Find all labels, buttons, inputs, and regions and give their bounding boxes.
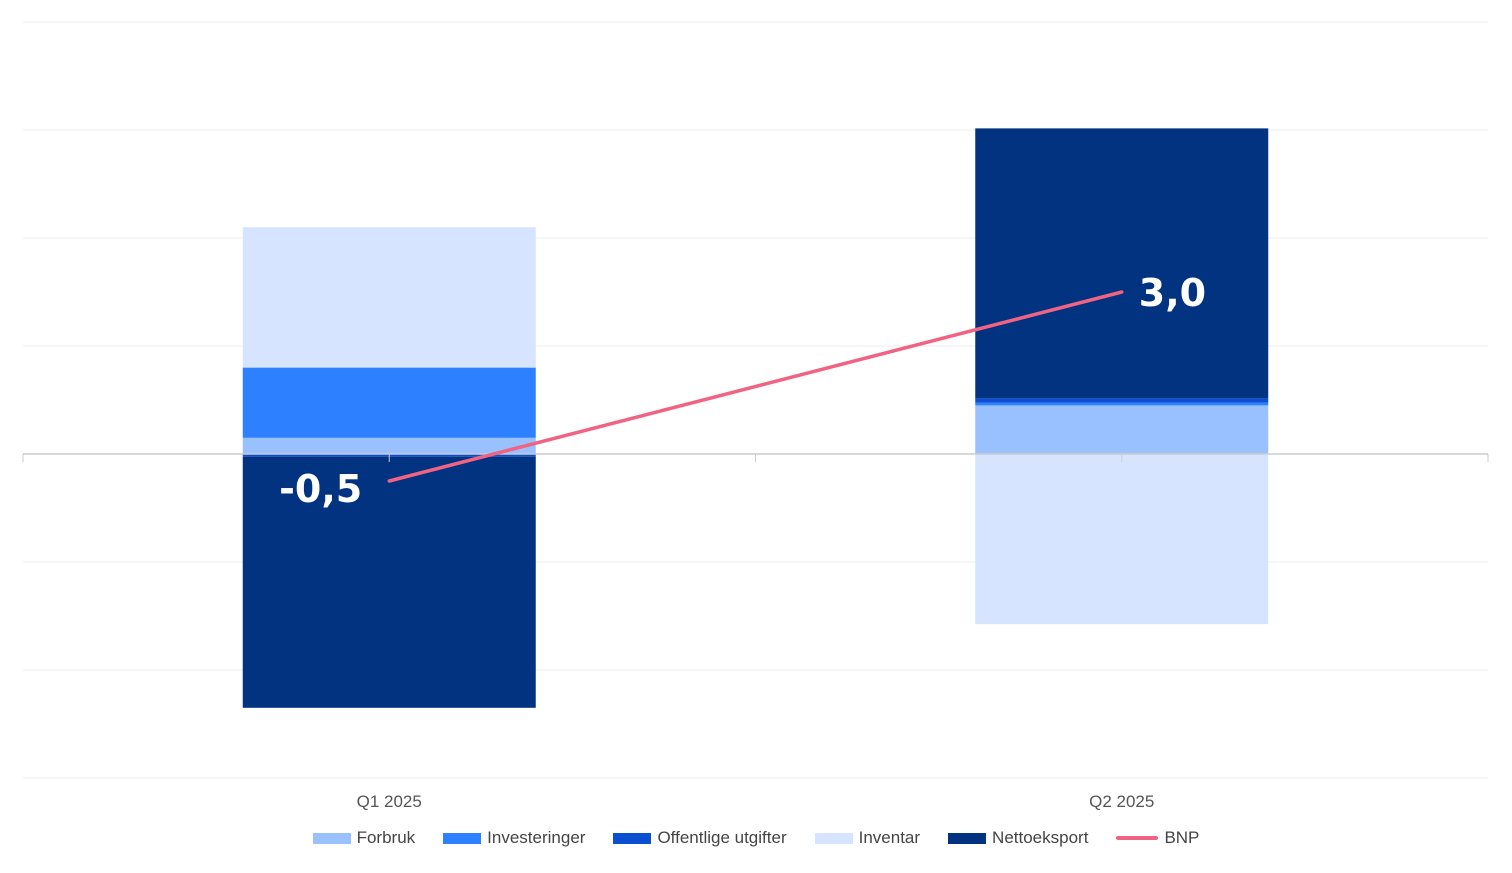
x-tick-label: Q2 2025	[1089, 792, 1154, 811]
legend: Forbruk Investeringer Offentlige utgifter I…	[0, 828, 1512, 848]
legend-item: Offentlige utgifter	[613, 828, 787, 848]
legend-label: Inventar	[858, 828, 921, 847]
legend-color-swatch	[312, 832, 351, 844]
bar-segment-investeringer	[242, 367, 536, 438]
bar-segment-forbruk	[242, 437, 536, 454]
bars	[242, 128, 1269, 708]
chart-plot: Q1 2025 Q2 2025 -0,5 3,0	[22, 21, 1489, 811]
legend-item: Nettoeksport	[948, 828, 1088, 848]
legend-color-swatch	[613, 832, 652, 844]
bar-segment-forbruk	[975, 405, 1269, 454]
bar-segment-inventar	[975, 454, 1269, 625]
bnp-line	[387, 290, 1124, 483]
legend-color-swatch	[443, 832, 482, 844]
legend-item: Forbruk	[312, 828, 416, 848]
legend-label: Forbruk	[356, 828, 416, 847]
bnp-line-layer	[387, 290, 1124, 483]
legend-line-swatch	[1116, 836, 1159, 840]
data-labels: -0,5 3,0	[279, 271, 1206, 511]
legend-color-swatch	[814, 832, 853, 844]
bar-segment-offentlige-utgifter	[975, 398, 1269, 403]
legend-label: Investeringer	[487, 828, 586, 847]
x-axis: Q1 2025 Q2 2025	[22, 453, 1489, 811]
bnp-data-label: 3,0	[1139, 271, 1206, 315]
bnp-data-label: -0,5	[279, 467, 362, 511]
legend-label: Offentlige utgifter	[657, 828, 787, 847]
x-tick-label: Q1 2025	[357, 792, 422, 811]
bar-segment-nettoeksport	[975, 128, 1269, 399]
bar-segment-nettoeksport	[242, 456, 536, 708]
legend-label: Nettoeksport	[992, 828, 1089, 847]
legend-item: Investeringer	[443, 828, 585, 848]
legend-item: BNP	[1116, 828, 1199, 848]
legend-color-swatch	[948, 832, 987, 844]
bar-segment-investeringer	[975, 402, 1269, 406]
legend-label: BNP	[1164, 828, 1200, 847]
bar-segment-inventar	[242, 227, 536, 368]
legend-item: Inventar	[814, 828, 921, 848]
